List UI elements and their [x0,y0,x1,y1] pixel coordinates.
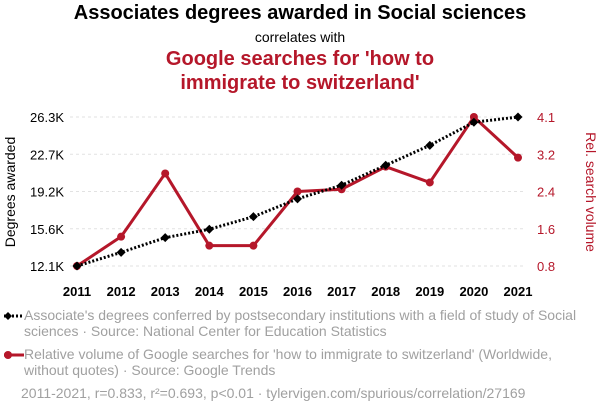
y-tick-label-right: 2.4 [537,185,555,200]
point-searches [161,169,170,178]
y-tick-label-left: 12.1K [30,259,64,274]
point-degrees [293,194,302,204]
y-tick-label-right: 0.8 [537,259,555,274]
x-tick-label: 2013 [151,284,180,299]
chart-title: Associates degrees awarded in Social sci… [73,2,527,24]
legend-text-degrees: Associate's degrees conferred by postsec… [24,307,577,339]
x-tick-label: 2011 [63,284,91,299]
point-searches [514,153,522,162]
right-axis-ticks: 0.8 1.6 2.4 3.2 4.1 [537,110,555,274]
point-searches [425,178,434,187]
x-tick-label: 2017 [327,284,356,299]
point-searches [249,241,258,250]
x-tick-label: 2014 [195,284,225,299]
point-degrees [337,180,347,190]
point-searches [293,187,302,196]
point-degrees [469,117,479,127]
point-searches [117,232,126,241]
y-tick-label-left: 22.7K [30,147,64,162]
y-tick-label-left: 19.2K [30,185,64,200]
legend-text-searches: Relative volume of Google searches for '… [24,346,552,378]
chart-title-secondary-line1: Google searches for 'how to [165,48,435,70]
y-axis-label-left: Degrees awarded [2,137,18,248]
y-axis-label-right: Rel. search volume [583,132,599,252]
left-axis-ticks: 12.1K 15.6K 19.2K 22.7K 26.3K [30,110,64,274]
y-tick-label-left: 26.3K [30,110,64,125]
x-tick-label: 2018 [371,284,400,299]
chart-title-secondary: Google searches for 'how to immigrate to… [0,47,600,95]
y-tick-label-right: 4.1 [537,110,555,125]
x-tick-label: 2021 [504,284,533,299]
point-degrees [72,261,82,271]
y-tick-label-right: 1.6 [537,222,555,237]
legend-line-circle-icon [4,351,24,359]
point-degrees [513,112,523,122]
footer-stats: 2011-2021, r=0.833, r²=0.693, p<0.01 · t… [21,385,526,401]
point-degrees [204,224,214,234]
point-degrees [381,160,391,170]
x-tick-label: 2012 [107,284,136,299]
x-tick-label: 2016 [283,284,312,299]
x-tick-label: 2020 [459,284,488,299]
legend-dotted-diamond-icon [4,312,24,320]
x-axis-ticks: 2011 2012 2013 2014 2015 2016 2017 2018 2019 2020… [63,284,533,299]
series-layer [72,112,523,271]
x-tick-label: 2015 [239,284,268,299]
point-degrees [116,247,126,257]
y-tick-label-right: 3.2 [537,147,555,162]
series-line-degrees [76,115,519,268]
point-degrees [248,212,258,222]
point-searches [469,113,478,121]
point-degrees [160,233,170,243]
point-searches [205,241,214,250]
chart-subtitle: correlates with [254,29,346,45]
x-tick-label: 2019 [415,284,444,299]
y-tick-label-left: 15.6K [30,222,64,237]
chart-title-secondary-line2: immigrate to switzerland' [180,72,420,94]
point-degrees [425,140,435,150]
